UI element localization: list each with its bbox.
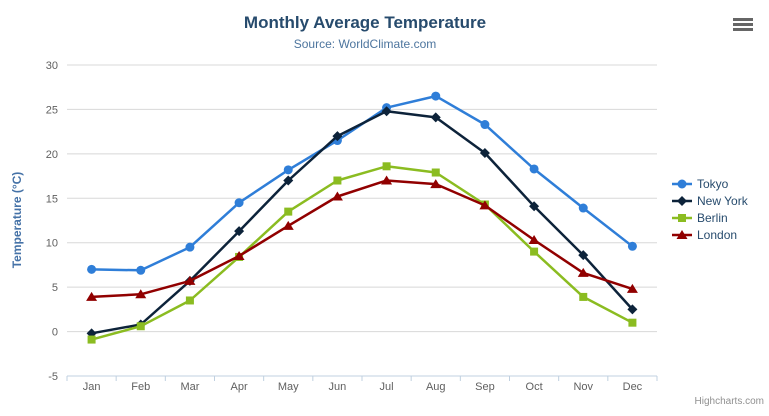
data-point-london[interactable] (86, 291, 98, 301)
berlin-series-marker-icon (672, 214, 692, 222)
data-point-london[interactable] (577, 267, 589, 277)
data-point-tokyo[interactable] (234, 198, 244, 208)
data-point-tokyo[interactable] (431, 91, 441, 101)
legend-label: Tokyo (697, 177, 729, 191)
data-point-london[interactable] (233, 251, 245, 261)
data-point-tokyo[interactable] (529, 164, 539, 174)
credits-link[interactable]: Highcharts.com (694, 396, 764, 407)
series-line-london (91, 179, 633, 299)
series-line-tokyo (91, 94, 634, 272)
data-point-berlin[interactable] (136, 322, 145, 331)
data-point-berlin[interactable] (530, 247, 539, 256)
data-point-new-york[interactable] (479, 147, 490, 158)
y-axis-label: 20 (46, 149, 58, 161)
legend: Tokyo New York Berlin London (672, 176, 748, 244)
data-point-tokyo[interactable] (578, 203, 588, 213)
series-line-berlin (91, 165, 633, 341)
chart-title: Monthly Average Temperature (243, 13, 487, 32)
legend-item-london[interactable]: London (672, 227, 748, 243)
data-point-london[interactable] (626, 283, 638, 293)
x-axis-label: Sep (475, 381, 495, 393)
data-point-new-york[interactable] (529, 201, 540, 212)
data-point-berlin[interactable] (628, 318, 637, 327)
data-point-london[interactable] (331, 191, 343, 201)
data-point-berlin[interactable] (185, 296, 194, 305)
x-axis-label: Oct (526, 381, 543, 393)
data-point-tokyo[interactable] (87, 264, 97, 274)
data-point-new-york[interactable] (381, 106, 392, 117)
data-point-london[interactable] (135, 289, 147, 299)
y-axis-label: 15 (46, 193, 58, 205)
x-axis-label: Jul (380, 381, 394, 393)
legend-label: New York (697, 194, 748, 208)
x-axis-label: Mar (180, 381, 199, 393)
data-point-london[interactable] (430, 179, 442, 189)
data-point-london[interactable] (282, 220, 294, 230)
x-axis-label: Nov (573, 381, 593, 393)
y-axis-label: 0 (52, 327, 58, 339)
data-point-berlin[interactable] (382, 162, 391, 171)
y-axis-label: 30 (46, 60, 58, 72)
data-point-new-york[interactable] (430, 112, 441, 123)
x-axis-label: Dec (623, 381, 643, 393)
data-point-tokyo[interactable] (627, 241, 637, 251)
data-point-new-york[interactable] (627, 304, 638, 315)
legend-item-berlin[interactable]: Berlin (672, 210, 748, 226)
legend-label: Berlin (697, 211, 728, 225)
hamburger-menu-icon (733, 18, 753, 21)
series-line-new-york (91, 109, 634, 335)
data-point-berlin[interactable] (579, 292, 588, 301)
data-point-berlin[interactable] (333, 176, 342, 185)
new-york-series-marker-icon (672, 196, 692, 206)
chart-subtitle: Source: WorldClimate.com (293, 37, 437, 51)
export-menu-button[interactable] (731, 17, 757, 37)
legend-label: London (697, 228, 738, 242)
data-point-tokyo[interactable] (480, 120, 490, 130)
x-axis-label: Aug (426, 381, 446, 393)
y-axis-label: 5 (52, 282, 58, 294)
data-point-tokyo[interactable] (283, 165, 293, 175)
x-axis-label: May (278, 381, 299, 393)
x-axis-label: Jan (83, 381, 101, 393)
legend-item-new-york[interactable]: New York (672, 193, 748, 209)
tokyo-series-marker-icon (672, 179, 692, 189)
data-point-berlin[interactable] (431, 168, 440, 177)
legend-item-tokyo[interactable]: Tokyo (672, 176, 748, 192)
y-axis-label: -5 (48, 371, 58, 383)
data-point-london[interactable] (381, 175, 393, 185)
x-axis-label: Jun (329, 381, 347, 393)
data-point-london[interactable] (479, 200, 491, 210)
data-point-new-york[interactable] (234, 226, 245, 237)
data-point-tokyo[interactable] (185, 242, 195, 252)
x-axis-label: Apr (231, 381, 248, 393)
data-point-london[interactable] (184, 275, 196, 285)
y-axis-label: 25 (46, 104, 58, 116)
data-point-london[interactable] (528, 235, 540, 245)
london-series-marker-icon (672, 230, 692, 239)
x-axis-label: Feb (131, 381, 150, 393)
data-point-tokyo[interactable] (136, 265, 146, 275)
data-point-new-york[interactable] (283, 175, 294, 186)
data-point-berlin[interactable] (87, 335, 96, 344)
data-point-new-york[interactable] (578, 250, 589, 261)
data-point-new-york[interactable] (332, 131, 343, 142)
y-axis-label: 10 (46, 238, 58, 250)
data-point-berlin[interactable] (284, 207, 293, 216)
